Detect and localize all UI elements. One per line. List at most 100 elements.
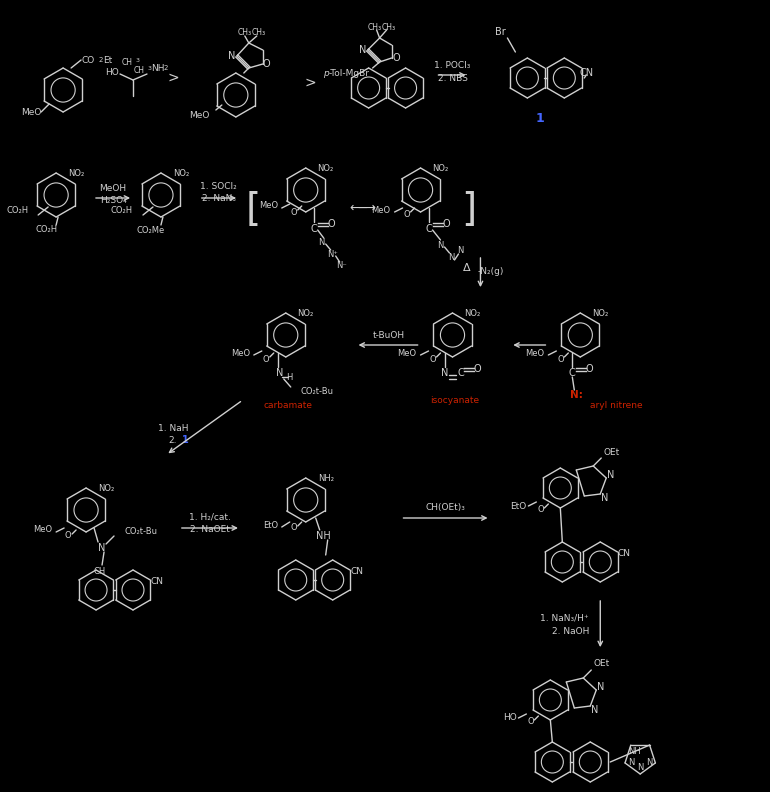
Text: 1. NaH: 1. NaH: [158, 424, 188, 432]
Text: CO₂t-Bu: CO₂t-Bu: [301, 386, 333, 395]
Text: OEt: OEt: [603, 447, 619, 456]
Text: C: C: [569, 368, 576, 378]
Text: NO₂: NO₂: [68, 169, 84, 177]
Text: 1. POCl₃: 1. POCl₃: [434, 60, 470, 70]
Text: CH₃: CH₃: [252, 28, 266, 36]
Text: MeO: MeO: [21, 108, 41, 116]
Text: O: O: [443, 219, 450, 229]
Text: 1: 1: [182, 435, 189, 445]
Text: N: N: [276, 368, 283, 378]
Text: ⟶: ⟶: [358, 201, 376, 215]
Text: O: O: [537, 505, 544, 515]
Text: MeO: MeO: [525, 348, 544, 357]
Text: -N₂(g): -N₂(g): [477, 268, 504, 276]
Text: 2. NBS: 2. NBS: [437, 74, 467, 82]
Text: N: N: [607, 470, 614, 480]
Text: MeO: MeO: [371, 205, 390, 215]
Text: 1. SOCl₂: 1. SOCl₂: [200, 181, 237, 191]
Text: CO₂H: CO₂H: [111, 205, 133, 215]
Text: CN: CN: [150, 577, 163, 587]
Text: MeO: MeO: [259, 200, 278, 210]
Text: O: O: [290, 524, 297, 532]
Text: NO₂: NO₂: [172, 169, 189, 177]
Text: EtO: EtO: [263, 520, 278, 530]
Text: N: N: [597, 682, 604, 692]
Text: NH: NH: [316, 531, 331, 541]
Text: N⁺: N⁺: [327, 249, 338, 258]
Text: 2. NaN₃: 2. NaN₃: [202, 193, 236, 203]
Text: CH: CH: [94, 568, 106, 577]
Text: CO: CO: [81, 55, 95, 64]
Text: H₂SO₄: H₂SO₄: [99, 196, 126, 204]
Text: MeO: MeO: [397, 348, 417, 357]
Text: N: N: [591, 705, 598, 715]
Text: CN: CN: [350, 568, 363, 577]
Text: Et: Et: [103, 55, 112, 64]
Text: CH: CH: [133, 66, 145, 74]
Text: CN: CN: [618, 550, 631, 558]
Text: N: N: [628, 759, 634, 767]
Text: CH: CH: [122, 58, 132, 67]
Text: O: O: [263, 59, 270, 69]
Text: >: >: [305, 76, 316, 90]
Text: carbamate: carbamate: [263, 401, 313, 409]
Text: 2. NaOH: 2. NaOH: [551, 627, 589, 637]
Text: [: [: [245, 191, 260, 229]
Text: MeO: MeO: [231, 348, 249, 357]
Text: >: >: [167, 71, 179, 85]
Text: CH₃: CH₃: [238, 28, 252, 36]
Text: N: N: [637, 763, 644, 771]
Text: O: O: [429, 355, 436, 364]
Text: N: N: [319, 238, 325, 246]
Text: CO₂H: CO₂H: [6, 205, 28, 215]
Text: C: C: [310, 224, 317, 234]
Text: -Tol-MgBr: -Tol-MgBr: [329, 68, 370, 78]
Text: CO₂t-Bu: CO₂t-Bu: [124, 527, 157, 536]
Text: MeO: MeO: [33, 526, 52, 535]
Text: O: O: [403, 210, 410, 219]
Text: O: O: [585, 364, 593, 374]
Text: N: N: [646, 759, 653, 767]
Text: NO₂: NO₂: [317, 163, 334, 173]
Text: 2: 2: [98, 57, 102, 63]
Text: CH₃: CH₃: [381, 22, 396, 32]
Text: CN: CN: [579, 68, 594, 78]
Text: 1. H₂/cat.: 1. H₂/cat.: [189, 512, 231, 521]
Text: O: O: [328, 219, 336, 229]
Text: 2.: 2.: [169, 436, 177, 444]
Text: C: C: [425, 224, 432, 234]
Text: O: O: [474, 364, 481, 374]
Text: 3: 3: [148, 66, 152, 70]
Text: N: N: [437, 241, 444, 249]
Text: C: C: [457, 368, 464, 378]
Text: HO: HO: [503, 714, 517, 722]
Text: O: O: [263, 355, 269, 364]
Text: ]: ]: [461, 191, 476, 229]
Text: N: N: [448, 253, 454, 261]
Text: ⟵: ⟵: [350, 201, 367, 215]
Text: p: p: [323, 68, 329, 78]
Text: N: N: [99, 543, 105, 553]
Text: NO₂: NO₂: [433, 163, 449, 173]
Text: N: N: [440, 368, 448, 378]
Text: N: N: [228, 51, 236, 61]
Text: N: N: [359, 45, 367, 55]
Text: O: O: [393, 53, 400, 63]
Text: NO₂: NO₂: [98, 483, 114, 493]
Text: N: N: [457, 246, 464, 254]
Text: O: O: [290, 208, 297, 216]
Text: HO: HO: [105, 67, 119, 77]
Text: NO₂: NO₂: [592, 309, 608, 318]
Text: N:: N:: [570, 390, 583, 400]
Text: NO₂: NO₂: [297, 309, 314, 318]
Text: NH: NH: [628, 747, 641, 756]
Text: t-BuOH: t-BuOH: [373, 330, 405, 340]
Text: NO₂: NO₂: [464, 309, 480, 318]
Text: aryl nitrene: aryl nitrene: [591, 401, 643, 409]
Text: N⁻: N⁻: [336, 261, 347, 271]
Text: O: O: [65, 531, 72, 540]
Text: CO₂H: CO₂H: [35, 224, 57, 234]
Text: NH₂: NH₂: [318, 474, 333, 482]
Text: MeO: MeO: [189, 111, 210, 120]
Text: 2. NaOEt: 2. NaOEt: [190, 526, 229, 535]
